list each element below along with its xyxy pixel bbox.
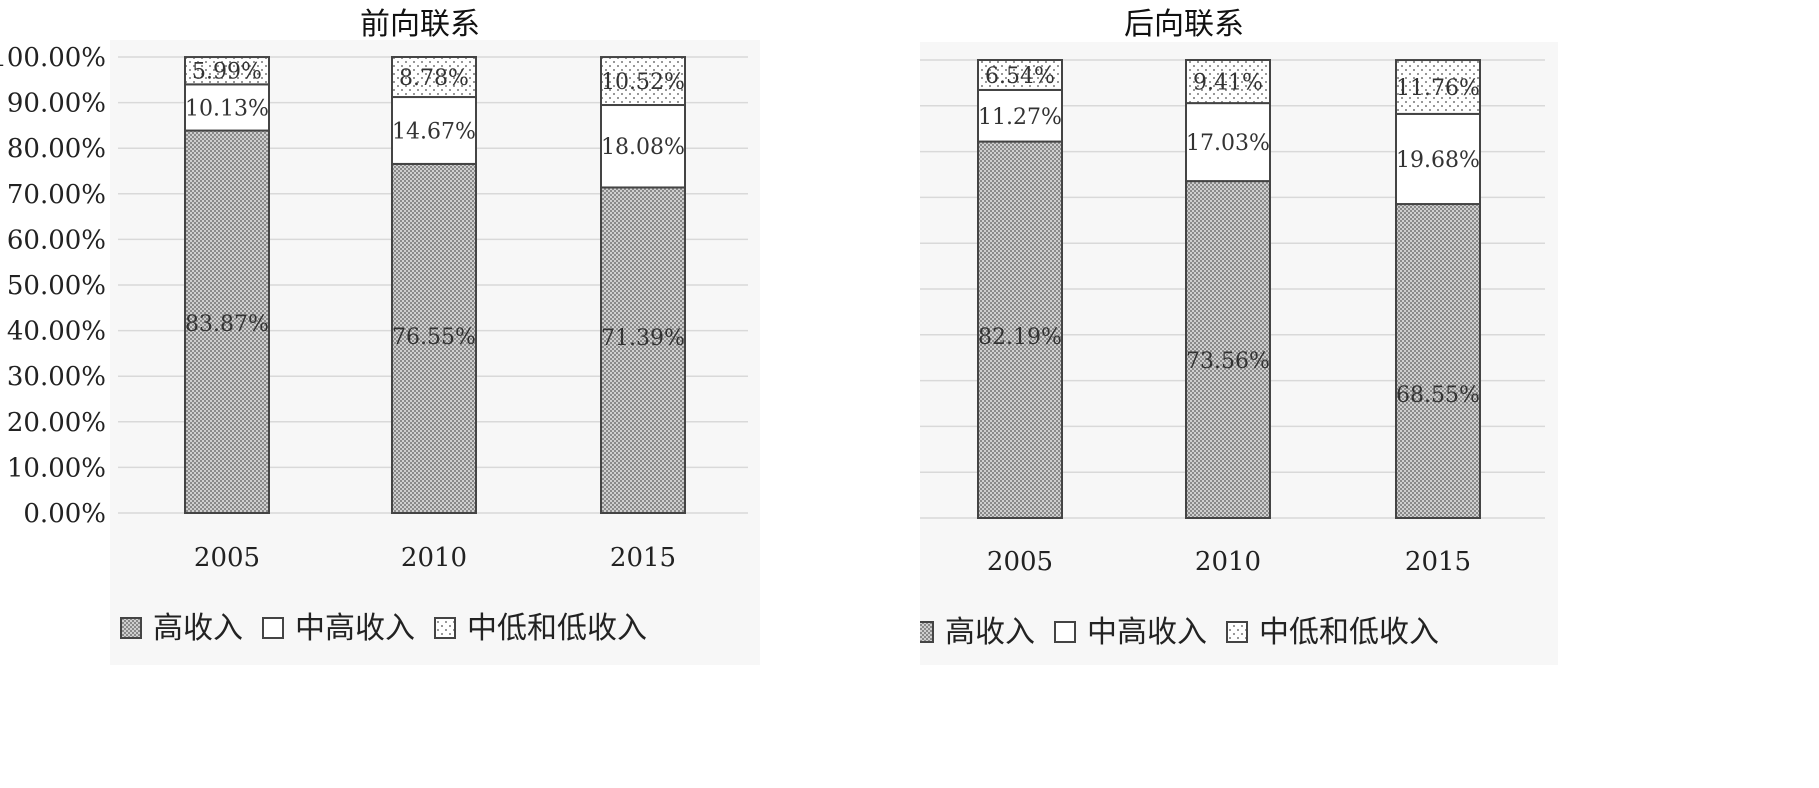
chart-0-data-label: 71.39% [601,326,685,351]
chart-0-data-label: 10.13% [185,96,269,121]
chart-1-legend-swatch [1226,621,1248,643]
chart-1-data-label: 68.55% [1396,383,1480,408]
chart-0-bar-2005-2 [184,56,270,86]
chart-1-data-label: 73.56% [1186,349,1270,374]
chart-0-bar-2015-1 [600,104,686,189]
chart-0-title: 前向联系 [360,7,480,42]
chart-1-data-label: 19.68% [1396,148,1480,173]
chart-0-bar-2005-1 [184,83,270,132]
chart-0-bar-2015-0 [600,186,686,514]
chart-1-data-label: 17.03% [1186,131,1270,156]
chart-1-bar-2010-2 [1185,59,1271,105]
chart-1-data-label: 6.54% [985,64,1055,89]
chart-1-bar-2005-2 [977,59,1063,91]
chart-0-data-label: 18.08% [601,135,685,160]
chart-0-y-tick-label: 60.00% [7,225,106,255]
chart-0-data-label: 5.99% [192,60,262,85]
chart-1-legend-label: 中低和低收入 [1259,615,1439,650]
chart-1-bar-2010-1 [1185,102,1271,183]
chart-1-legend-swatch [1054,621,1076,643]
chart-0-y-tick-label: 70.00% [7,180,106,210]
chart-0-data-label: 10.52% [601,70,685,95]
chart-0-bar-2010-0 [391,162,477,514]
forward-linkage-svg: 前向联系 0.00% 10.00% 20.00% 30.00% 40.00% 50.00% 6… [0,7,760,665]
chart-1-x-tick-label: 2010 [1195,547,1261,577]
chart-0-bar-2015-2 [600,56,686,107]
chart-1-bar-2015-2 [1395,59,1481,115]
chart-0-data-label: 8.78% [399,66,469,91]
chart-forward-linkage: 前向联系 0.00% 10.00% 20.00% 30.00% 40.00% 50.00% 6… [0,0,900,788]
chart-1-bar-2005-0 [977,140,1063,519]
chart-0-x-tick-label: 2005 [194,543,260,573]
chart-0-data-label: 76.55% [392,325,476,350]
chart-1-bar-2005-1 [977,88,1063,143]
chart-0-bar-2005-0 [184,129,270,514]
chart-0-y-tick-label: 100.00% [0,43,106,73]
chart-1-data-label: 9.41% [1193,71,1263,96]
chart-0-legend-label: 中高收入 [295,611,415,646]
chart-0-legend-swatch [120,617,142,639]
chart-0-y-tick-label: 50.00% [7,271,106,301]
chart-0-y-tick-label: 20.00% [7,408,106,438]
chart-1-legend-swatch [920,621,934,643]
chart-1-x-tick-label: 2005 [987,547,1053,577]
chart-0-y-tick-label: 0.00% [23,499,106,529]
chart-1-bar-2015-0 [1395,203,1481,520]
chart-1-data-label: 82.19% [978,325,1062,350]
chart-1-bar-2015-1 [1395,112,1481,206]
backward-linkage-svg: 后向联系0.00%10.00%20.00%30.00%40.00%50.00%6… [920,7,1558,665]
chart-1-legend-label: 高收入 [945,615,1035,650]
chart-0-y-tick-label: 10.00% [7,453,106,483]
chart-0-y-tick-label: 80.00% [7,134,106,164]
chart-0-y-tick-label: 30.00% [7,362,106,392]
chart-0-y-tick-label: 40.00% [7,317,106,347]
chart-1-bar-2010-0 [1185,180,1271,519]
chart-0-x-tick-label: 2010 [401,543,467,573]
chart-1-title: 后向联系 [1124,7,1244,42]
chart-0-legend-swatch [434,617,456,639]
chart-0-data-label: 83.87% [185,312,269,337]
chart-0-bar-2010-1 [391,96,477,165]
chart-1-data-label: 11.76% [1396,76,1480,101]
chart-1-legend-label: 中高收入 [1087,615,1207,650]
chart-backward-linkage: 后向联系0.00%10.00%20.00%30.00%40.00%50.00%6… [920,0,1819,788]
chart-0-y-tick-label: 90.00% [7,89,106,119]
chart-0-data-label: 14.67% [392,119,476,144]
chart-1-x-tick-label: 2015 [1405,547,1471,577]
chart-0-legend-label: 高收入 [153,611,243,646]
chart-0-bar-2010-2 [391,56,477,99]
chart-1-data-label: 11.27% [978,105,1062,130]
chart-0-legend-swatch [262,617,284,639]
chart-0-x-tick-label: 2015 [610,543,676,573]
chart-0-legend-label: 中低和低收入 [467,611,647,646]
